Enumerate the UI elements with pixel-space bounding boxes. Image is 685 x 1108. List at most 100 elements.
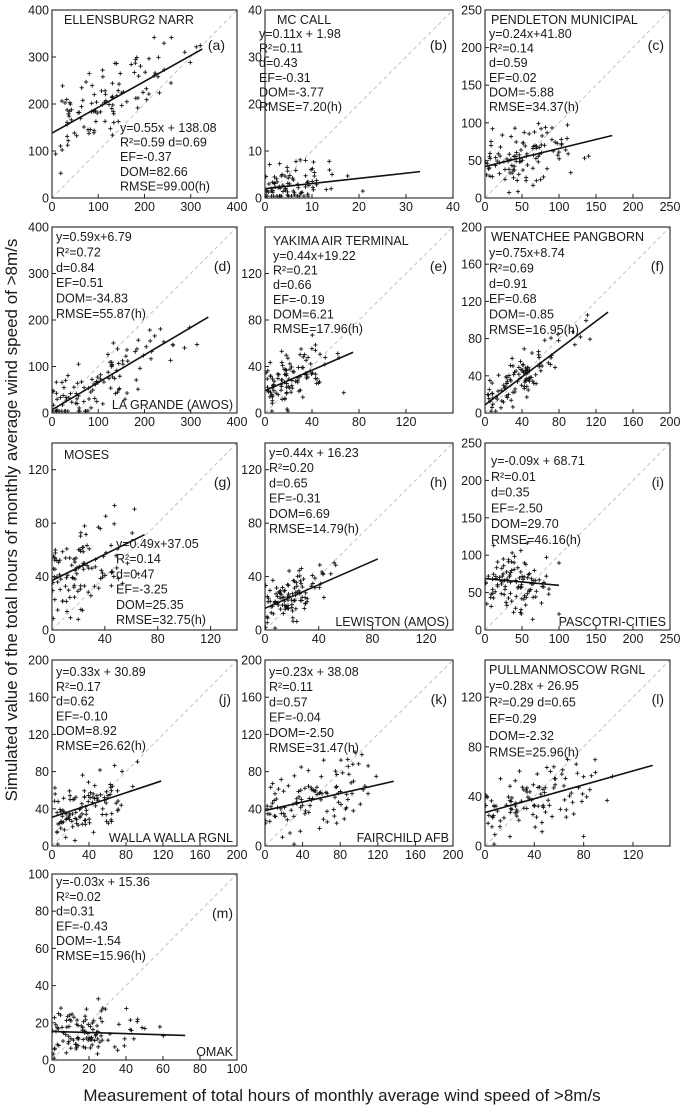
stat-line: RMSE=46.16(h) (491, 533, 581, 547)
data-point (549, 125, 555, 131)
data-point (282, 396, 288, 401)
panel-label: (m) (212, 905, 233, 921)
data-point (194, 342, 200, 347)
data-point (557, 156, 562, 161)
data-point (559, 771, 564, 777)
data-point (76, 617, 81, 622)
data-point (276, 392, 281, 397)
data-point (342, 816, 347, 822)
data-point (553, 782, 558, 787)
data-point (275, 376, 281, 381)
data-point (72, 595, 77, 600)
data-point (343, 806, 348, 812)
data-point (549, 137, 555, 142)
data-point (274, 585, 279, 591)
data-point (345, 797, 350, 802)
data-point (350, 762, 355, 767)
data-point (491, 595, 496, 601)
data-point (268, 360, 273, 365)
data-point (282, 173, 288, 179)
panel-label: (k) (431, 691, 447, 707)
data-point (92, 584, 97, 589)
data-point (63, 835, 68, 840)
data-point (268, 785, 273, 790)
data-point (91, 1018, 96, 1024)
data-point (338, 802, 344, 807)
station-name: OMAK (196, 1045, 233, 1059)
data-point (509, 795, 515, 800)
data-point (171, 343, 176, 348)
x-tick-label: 160 (190, 848, 211, 862)
stat-line: EF=-0.10 (56, 709, 108, 723)
data-point (498, 405, 504, 410)
data-point (272, 791, 278, 796)
data-point (64, 609, 70, 614)
data-point (96, 996, 101, 1001)
data-point (530, 812, 536, 817)
data-point (307, 803, 313, 808)
y-tick-label: 40 (35, 570, 49, 584)
data-point (55, 821, 61, 827)
data-point (117, 386, 122, 391)
data-point (115, 1048, 120, 1053)
data-point (514, 159, 519, 164)
data-point (490, 380, 495, 386)
data-point (75, 1035, 81, 1040)
data-point (551, 764, 556, 769)
data-point (64, 97, 69, 102)
data-point (502, 167, 508, 172)
data-point (266, 389, 271, 394)
data-point (100, 401, 105, 406)
data-point (317, 585, 322, 590)
data-point (81, 124, 87, 130)
y-tick-label: 300 (28, 267, 49, 281)
data-point (530, 166, 536, 171)
stat-line: DOM=82.66 (120, 165, 188, 179)
x-tick-label: 40 (296, 848, 310, 862)
data-point (52, 597, 57, 602)
stat-line: EF=-0.19 (273, 293, 325, 307)
data-point (284, 353, 289, 358)
x-tick-label: 0 (49, 200, 56, 214)
stat-line: y=-0.09x + 68.71 (491, 454, 585, 468)
data-point (329, 186, 334, 191)
data-point (60, 814, 65, 819)
data-point (77, 405, 82, 411)
data-point (512, 168, 517, 173)
data-point (502, 592, 507, 597)
stat-line: y=0.49x+37.05 (116, 537, 199, 551)
data-point (82, 818, 87, 823)
data-point (91, 130, 97, 135)
data-point (507, 834, 513, 839)
data-point (80, 1025, 85, 1030)
scatter-points (265, 332, 346, 413)
data-point (156, 55, 161, 60)
data-point (489, 798, 494, 803)
data-point (300, 395, 305, 400)
data-point (111, 120, 116, 125)
stat-line: RMSE=14.79(h) (269, 522, 359, 536)
data-point (334, 821, 339, 826)
x-tick-label: 0 (482, 632, 489, 646)
data-point (83, 1045, 88, 1050)
data-point (319, 774, 324, 779)
stat-line: y=0.59x+6.79 (56, 230, 132, 244)
data-point (294, 584, 299, 589)
y-tick-label: 80 (248, 517, 262, 531)
data-point (58, 1006, 63, 1011)
panel-label: (f) (651, 258, 664, 274)
data-point (511, 372, 516, 377)
y-tick-label: 0 (42, 1054, 49, 1068)
data-point (533, 825, 538, 830)
stat-line: d=0.65 (269, 476, 308, 490)
data-point (157, 1024, 162, 1029)
panel-label: (e) (430, 258, 447, 274)
data-point (287, 830, 293, 836)
data-point (530, 183, 536, 188)
data-point (490, 587, 495, 592)
data-point (79, 811, 85, 816)
data-point (64, 1025, 69, 1030)
data-point (570, 800, 575, 805)
data-point (63, 395, 69, 400)
data-point (509, 568, 514, 573)
